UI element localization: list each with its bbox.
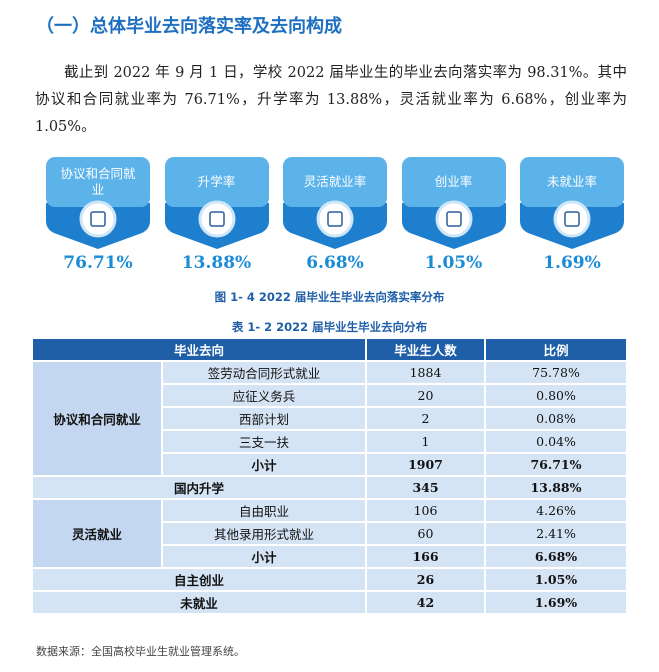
paragraph: 截止到 2022 年 9 月 1 日，学校 2022 届毕业生的毕业去向落实率为… (35, 65, 627, 135)
cell: 1 (365, 429, 486, 454)
cell: 42 (365, 590, 486, 615)
cell: 签劳动合同形式就业 (161, 360, 367, 385)
cell: 60 (365, 521, 486, 546)
cell: 三支一扶 (161, 429, 367, 454)
card-top (46, 157, 150, 207)
card-label: 升学率 (197, 174, 236, 189)
cell: 345 (365, 475, 486, 500)
card-shape (520, 157, 624, 249)
card-label: 协议和合同就业 (60, 166, 136, 197)
card-top (401, 157, 506, 207)
icon-circle (435, 200, 472, 238)
card-shape (46, 157, 150, 249)
cell: 应征义务兵 (161, 383, 367, 408)
header-cell: 比例 (484, 337, 628, 362)
cards: 协议和合同就业 76.71% 升学率 13.88% 灵活就业率 6.68% 创业率 1.05%… (46, 157, 626, 277)
cell: 1884 (365, 360, 486, 385)
cell: 4.26% (484, 498, 628, 523)
header-cell: 毕业生人数 (365, 337, 486, 362)
subtotal-cell: 76.71% (484, 452, 628, 477)
card-label: 灵活就业率 (303, 174, 367, 189)
cell: 1.69% (484, 590, 628, 615)
icon-circle (198, 200, 235, 238)
header-row: 毕业去向 毕业生人数 比例 (31, 337, 628, 362)
cell: 20 (365, 383, 486, 408)
header-cell: 毕业去向 (31, 337, 367, 362)
subtotal-cell: 1907 (365, 452, 486, 477)
icon (445, 211, 462, 227)
card-shape (283, 157, 387, 249)
group-cell: 灵活就业 (31, 498, 163, 569)
card: 升学率 13.88% (164, 157, 269, 277)
icon-circle (79, 200, 117, 238)
cell: 自由职业 (161, 498, 367, 523)
card-value: 76.71% (63, 253, 133, 273)
card-label: 创业率 (434, 174, 473, 189)
heading: （一）总体毕业去向落实率及去向构成 (36, 16, 342, 37)
cell: 2 (365, 406, 486, 431)
card-value: 6.68% (306, 253, 364, 273)
card-value: 1.69% (543, 253, 601, 273)
cell: 0.08% (484, 406, 628, 431)
icon-circle (553, 200, 591, 238)
card: 协议和合同就业 76.71% (46, 157, 150, 277)
card: 灵活就业率 6.68% (283, 157, 387, 277)
cell: 75.78% (484, 360, 628, 385)
card-shape (164, 157, 269, 249)
source-note: 数据来源：全国高校毕业生就业管理系统。 (36, 645, 245, 658)
cell: 其他录用形式就业 (161, 521, 367, 546)
icon (90, 211, 106, 227)
cell: 106 (365, 498, 486, 523)
icon (564, 211, 580, 227)
cell: 13.88% (484, 475, 628, 500)
card-value: 13.88% (181, 253, 252, 273)
subtotal-cell: 166 (365, 544, 486, 569)
card-value: 1.05% (424, 253, 483, 273)
icon-circle (316, 200, 354, 238)
card-shape (401, 157, 506, 249)
figure-caption: 图 1- 4 2022 届毕业生毕业去向落实率分布 (214, 290, 445, 304)
cell: 2.41% (484, 521, 628, 546)
subtotal-cell: 小计 (161, 544, 367, 569)
card-top (283, 157, 387, 207)
subtotal-cell: 6.68% (484, 544, 628, 569)
cell: 西部计划 (161, 406, 367, 431)
cell: 1.05% (484, 567, 628, 592)
subtotal-cell: 小计 (161, 452, 367, 477)
icon (327, 211, 343, 227)
cell: 0.04% (484, 429, 628, 454)
cell: 0.80% (484, 383, 628, 408)
group-cell: 协议和合同就业 (31, 360, 163, 477)
group-cell: 自主创业 (31, 567, 367, 592)
table-caption: 表 1- 2 2022 届毕业生毕业去向分布 (231, 320, 428, 334)
card: 创业率 1.05% (401, 157, 506, 277)
group-cell: 国内升学 (31, 475, 367, 500)
icon (208, 211, 225, 227)
card-top (164, 157, 269, 207)
card: 未就业率 1.69% (520, 157, 624, 277)
table: 毕业去向 毕业生人数 比例 协议和合同就业 签劳动合同形式就业 1884 75.78% 应… (31, 337, 628, 615)
group-cell: 未就业 (31, 590, 367, 615)
card-label: 未就业率 (546, 174, 597, 189)
cell: 26 (365, 567, 486, 592)
card-top (520, 157, 624, 207)
